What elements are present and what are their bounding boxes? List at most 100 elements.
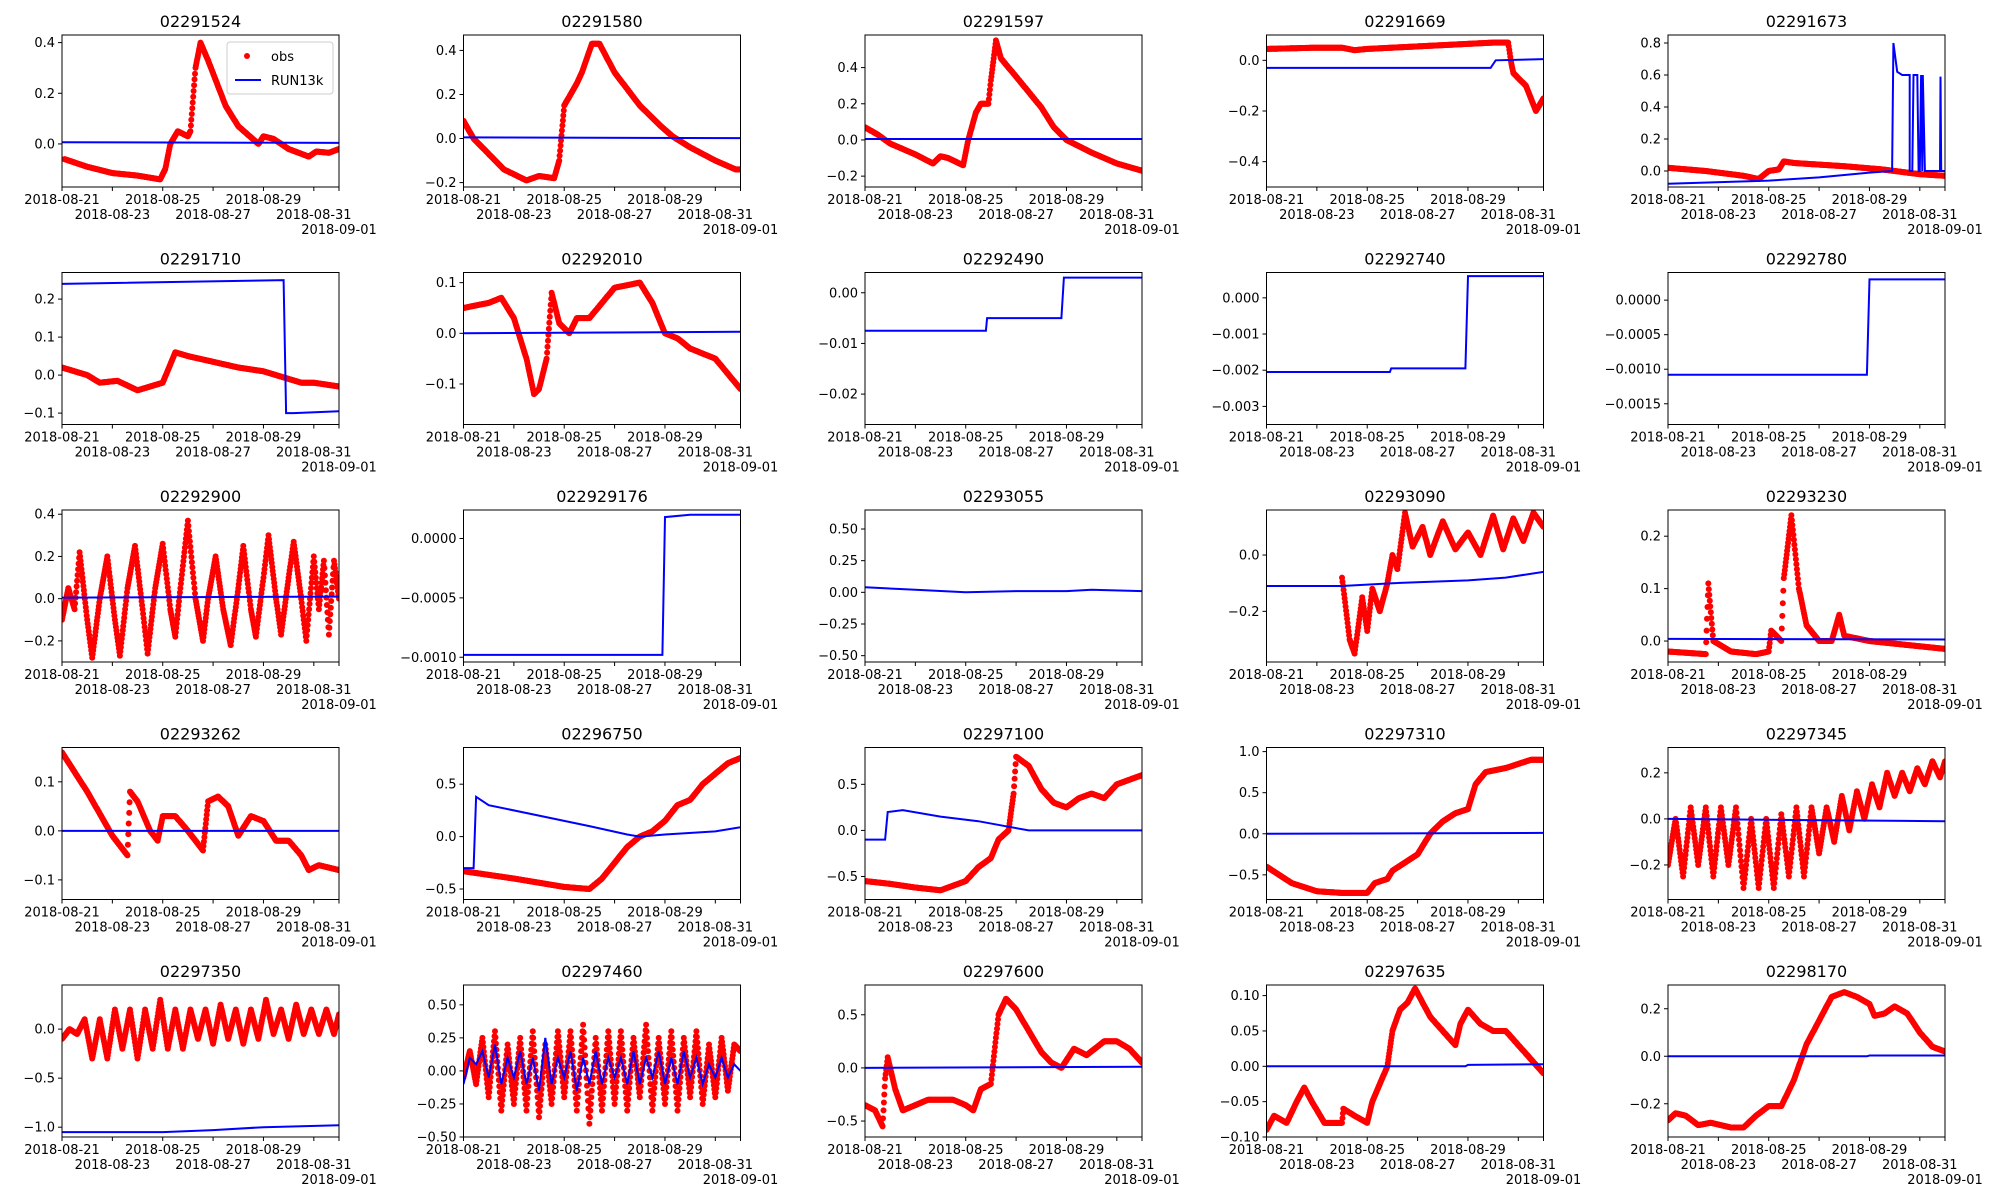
obs-series (59, 349, 342, 393)
y-tick-label: −0.0005 (400, 591, 456, 606)
x-tick-label: 2018-09-01 (1104, 698, 1180, 713)
x-tick-label: 2018-08-31 (1882, 208, 1958, 223)
x-tick-label: 2018-08-27 (1380, 446, 1456, 461)
x-tick-label: 2018-08-29 (1430, 193, 1506, 208)
y-tick-label: −0.25 (818, 618, 858, 633)
y-tick-label: 0.25 (829, 554, 858, 569)
axes-frame (865, 273, 1142, 425)
x-tick-label: 2018-08-23 (878, 208, 954, 223)
x-tick-label: 2018-08-27 (1380, 208, 1456, 223)
obs-point (546, 320, 552, 326)
subplot-02291597: 02291597−0.20.00.20.42018-08-212018-08-2… (826, 12, 1179, 238)
x-tick-label: 2018-08-23 (476, 208, 552, 223)
x-tick-label: 2018-08-31 (276, 446, 352, 461)
obs-point (308, 590, 314, 596)
obs-point (313, 575, 319, 581)
subplot-title: 02293090 (1364, 487, 1445, 506)
obs-point (327, 618, 333, 624)
x-tick-label: 2018-08-23 (1681, 208, 1757, 223)
model-line-RUN13k (464, 515, 741, 655)
x-tick-label: 2018-08-31 (1079, 208, 1155, 223)
model-line-RUN13k (865, 278, 1142, 331)
y-tick-label: −0.0010 (1605, 363, 1661, 378)
obs-point (312, 569, 318, 575)
x-tick-label: 2018-08-21 (426, 193, 502, 208)
x-tick-label: 2018-08-31 (1079, 446, 1155, 461)
x-tick-label: 2018-08-21 (24, 668, 100, 683)
obs-point (192, 591, 198, 597)
obs-point (544, 350, 550, 356)
obs-point (73, 589, 79, 595)
y-tick-label: 0.2 (837, 97, 858, 112)
obs-series (461, 280, 744, 398)
obs-point (189, 111, 195, 117)
obs-series (862, 37, 1145, 173)
obs-point (72, 601, 78, 607)
y-tick-label: 0.0000 (1616, 294, 1662, 309)
obs-series (1339, 510, 1547, 657)
y-tick-label: 0.2 (436, 88, 457, 103)
obs-point (192, 76, 198, 82)
x-tick-label: 2018-08-31 (678, 208, 754, 223)
legend-obs-marker (244, 53, 250, 59)
obs-point (313, 580, 319, 586)
subplot-title: 02292490 (963, 250, 1044, 269)
obs-point (189, 105, 195, 111)
model-line-RUN13k (464, 332, 741, 334)
obs-point (191, 88, 197, 94)
x-tick-label: 2018-08-29 (1832, 431, 1908, 446)
x-tick-label: 2018-09-01 (1907, 223, 1983, 238)
model-line-RUN13k (464, 137, 741, 138)
obs-point (546, 326, 552, 332)
x-tick-label: 2018-08-21 (1229, 193, 1305, 208)
subplot-title: 02292010 (561, 250, 642, 269)
obs-point (188, 117, 194, 123)
legend-obs-label: obs (271, 50, 294, 65)
subplot-02292740: 02292740−0.003−0.002−0.0010.0002018-08-2… (1211, 250, 1581, 476)
obs-point (544, 356, 550, 362)
x-tick-label: 2018-08-27 (175, 446, 251, 461)
x-tick-label: 2018-09-01 (1506, 461, 1582, 476)
subplot-title: 02291524 (160, 12, 241, 31)
subplot-02292490: 02292490−0.02−0.010.002018-08-212018-08-… (818, 250, 1180, 476)
obs-point (185, 518, 191, 524)
subplot-title: 022929176 (556, 487, 648, 506)
x-tick-label: 2018-08-31 (1481, 208, 1557, 223)
x-tick-label: 2018-08-25 (125, 668, 201, 683)
subplot-title: 02292900 (160, 487, 241, 506)
obs-point (305, 622, 311, 628)
y-tick-label: −0.2 (23, 634, 55, 649)
x-tick-label: 2018-08-23 (878, 683, 954, 698)
y-tick-label: 0.0 (34, 369, 55, 384)
x-tick-label: 2018-08-21 (1630, 431, 1706, 446)
obs-point (545, 344, 551, 350)
x-tick-label: 2018-08-31 (276, 683, 352, 698)
x-tick-label: 2018-08-25 (1329, 431, 1405, 446)
y-tick-label: 0.00 (829, 286, 858, 301)
obs-point (191, 580, 197, 586)
x-tick-label: 2018-08-23 (75, 208, 151, 223)
subplot-title: 02292740 (1364, 250, 1445, 269)
axes-frame (62, 273, 339, 425)
obs-point (192, 585, 198, 591)
model-line-RUN13k (62, 597, 339, 598)
x-tick-label: 2018-08-27 (175, 683, 251, 698)
y-tick-label: −0.01 (818, 337, 858, 352)
x-tick-label: 2018-08-23 (476, 446, 552, 461)
y-tick-label: 0.2 (34, 293, 55, 308)
obs-point (187, 538, 193, 544)
x-tick-label: 2018-08-31 (1882, 446, 1958, 461)
obs-point (311, 559, 317, 565)
x-tick-label: 2018-08-21 (426, 668, 502, 683)
y-tick-label: −0.2 (826, 170, 858, 185)
y-tick-label: 0.0000 (411, 532, 457, 547)
y-tick-label: 0.2 (34, 550, 55, 565)
obs-point (186, 528, 192, 534)
obs-series (59, 518, 342, 661)
subplot-02291669: 02291669−0.4−0.20.02018-08-212018-08-232… (1228, 12, 1581, 238)
subplot-02292010: 02292010−0.10.00.12018-08-212018-08-2320… (425, 250, 778, 476)
y-tick-label: 0.0 (1239, 54, 1260, 69)
subplot-title: 02291580 (561, 12, 642, 31)
y-tick-label: 0.0 (436, 327, 457, 342)
subplot-title: 02291597 (963, 12, 1044, 31)
